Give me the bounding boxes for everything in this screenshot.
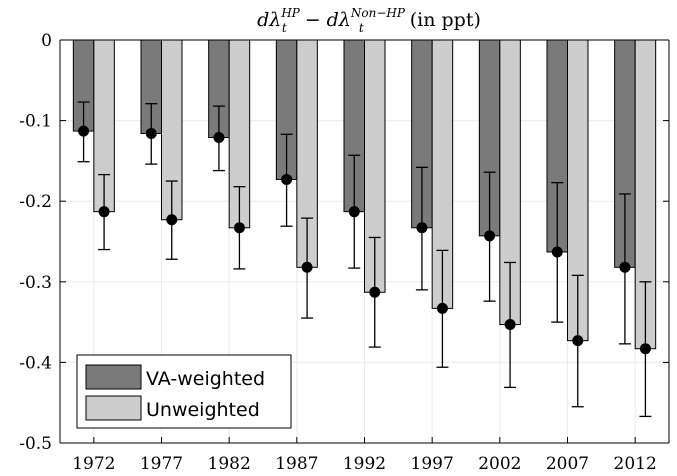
data-point <box>416 222 428 234</box>
data-point <box>145 127 157 139</box>
y-tick-label: -0.1 <box>19 112 52 132</box>
data-point <box>98 206 110 218</box>
data-point <box>551 246 563 258</box>
title-sub-2: t <box>359 21 364 35</box>
legend-swatch-va-weighted <box>85 364 142 390</box>
y-tick-label: -0.5 <box>19 434 52 454</box>
data-point <box>301 261 313 273</box>
data-point <box>369 286 381 298</box>
bars-layer <box>72 39 657 350</box>
title-base-2: dλ <box>327 9 351 31</box>
y-tick-label: -0.2 <box>19 192 52 212</box>
data-point <box>619 261 631 273</box>
data-point <box>348 206 360 218</box>
tick-labels-layer: 0 -0.1 -0.2 -0.3 -0.4 -0.5 1972 1977 1982 1987 199… <box>19 31 657 474</box>
data-point <box>572 335 584 347</box>
x-tick-label: 1987 <box>275 454 318 474</box>
data-point <box>504 319 516 331</box>
title-minus: − <box>305 9 321 31</box>
data-point <box>233 222 245 234</box>
data-point <box>484 230 496 242</box>
chart-title: dλHP t − dλNon−HP t (in ppt) <box>257 6 481 35</box>
title-sup-2: Non−HP <box>350 6 406 20</box>
x-tick-label: 1972 <box>72 454 115 474</box>
data-point <box>213 132 225 144</box>
x-tick-label: 1992 <box>343 454 386 474</box>
data-point <box>166 214 178 226</box>
error-bars-layer <box>77 101 652 418</box>
legend-swatch-unweighted <box>85 395 142 421</box>
title-unit: (in ppt) <box>410 9 481 31</box>
title-sub-1: t <box>282 21 287 35</box>
legend-label-unweighted: Unweighted <box>146 399 260 421</box>
x-tick-label: 2012 <box>614 454 657 474</box>
axes-layer <box>59 39 670 444</box>
title-base-1: dλ <box>257 9 281 31</box>
legend: VA-weighted Unweighted <box>76 354 292 429</box>
x-tick-label: 1982 <box>208 454 251 474</box>
title-sup-1: HP <box>280 6 300 20</box>
x-tick-label: 2007 <box>546 454 589 474</box>
data-point <box>436 302 448 314</box>
x-tick-label: 1997 <box>411 454 454 474</box>
x-tick-label: 2002 <box>478 454 521 474</box>
y-tick-label: -0.4 <box>19 353 52 373</box>
data-point <box>281 173 293 185</box>
data-point <box>78 125 90 137</box>
legend-label-va-weighted: VA-weighted <box>146 368 265 390</box>
y-tick-label: 0 <box>41 31 52 51</box>
x-tick-label: 1977 <box>140 454 183 474</box>
data-point <box>639 343 651 355</box>
y-tick-label: -0.3 <box>19 273 52 293</box>
